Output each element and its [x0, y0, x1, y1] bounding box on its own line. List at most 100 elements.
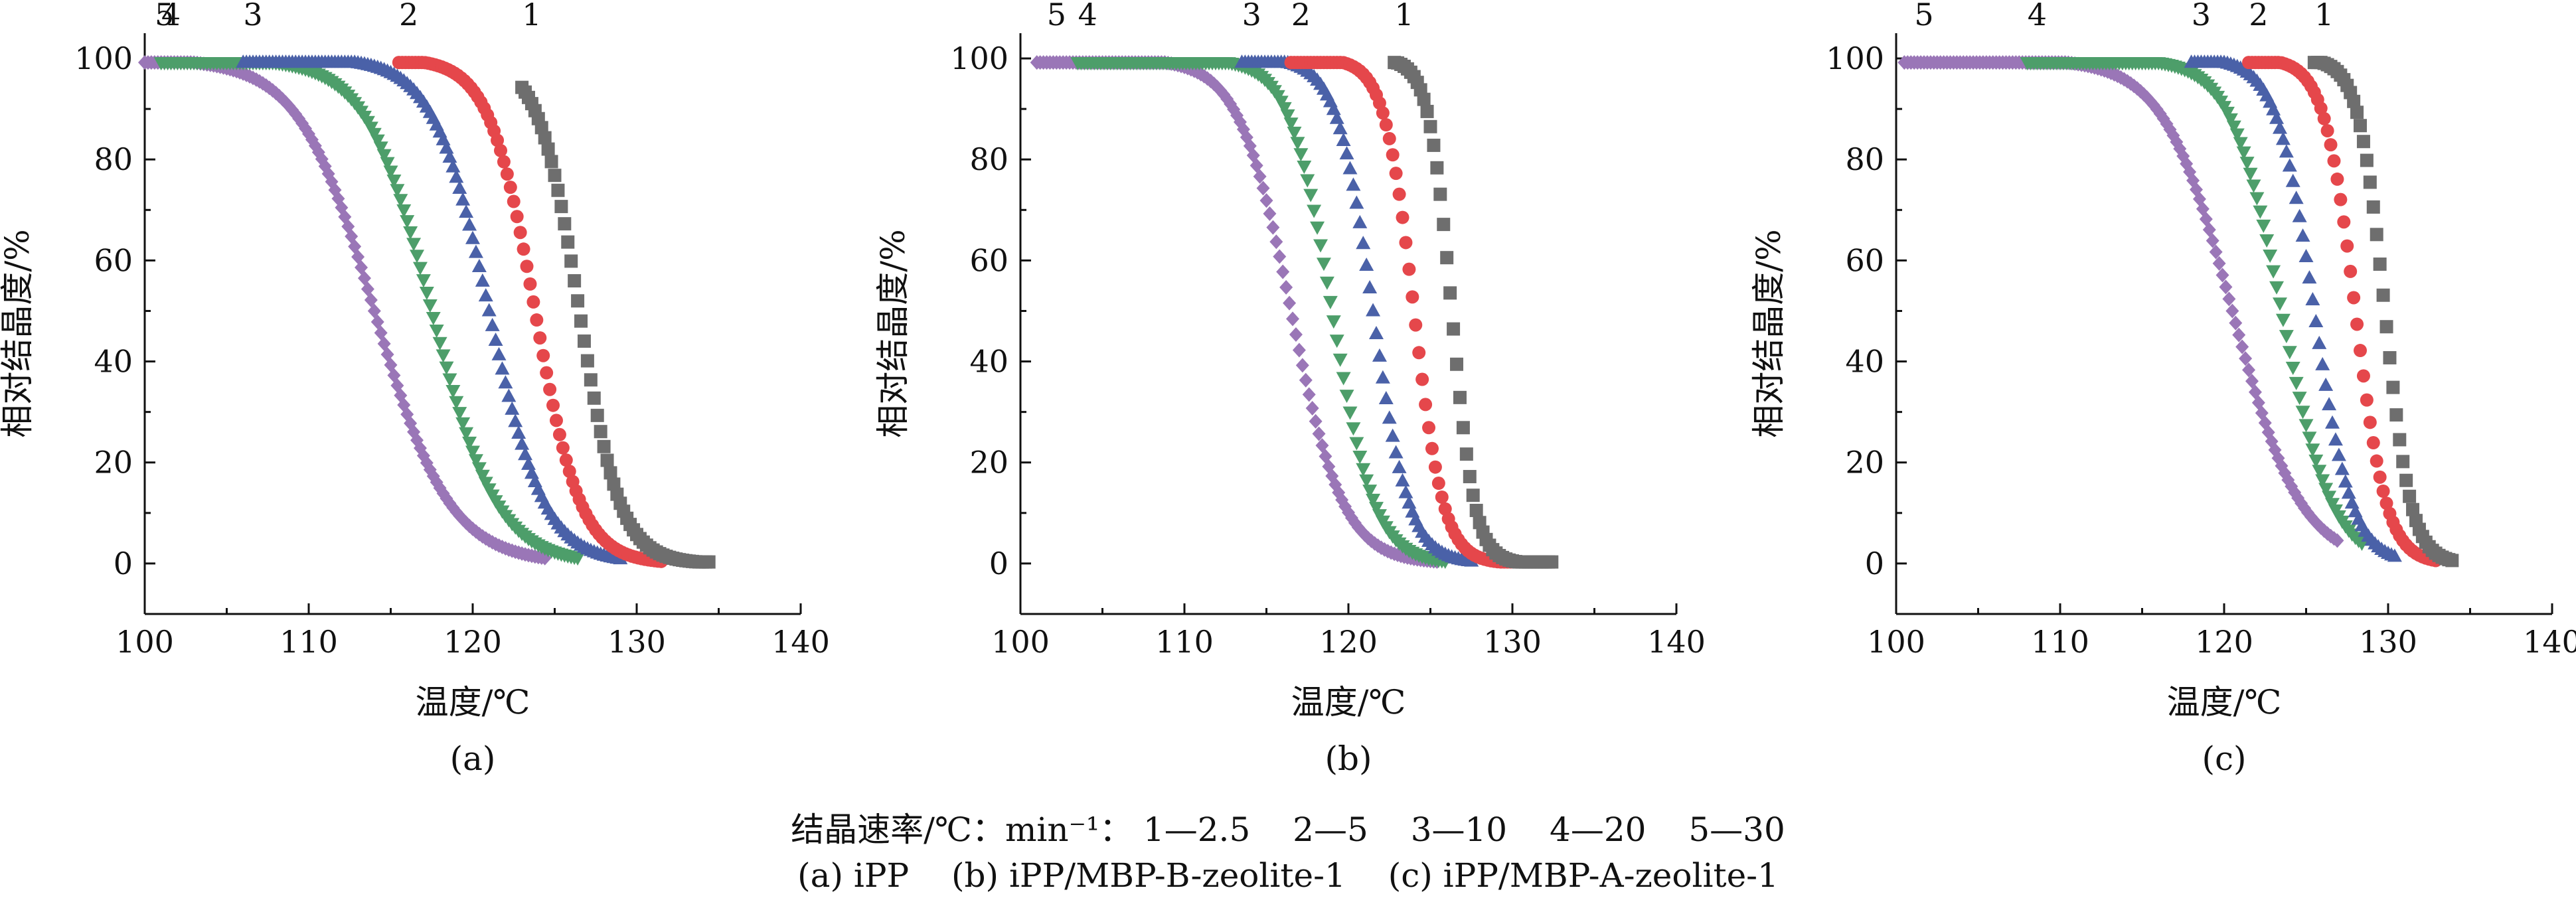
data-point — [471, 462, 487, 476]
data-point — [361, 281, 374, 297]
data-point — [1388, 445, 1404, 459]
data-point — [1435, 490, 1449, 504]
data-point — [1417, 92, 1431, 106]
data-point — [1382, 131, 1396, 145]
data-point — [536, 348, 550, 362]
data-point — [526, 295, 540, 309]
data-point — [564, 254, 578, 268]
panel-label: (a) — [450, 739, 496, 778]
data-point — [2315, 474, 2330, 488]
data-point — [2314, 102, 2328, 115]
data-point — [2305, 291, 2320, 305]
data-point — [2320, 123, 2334, 137]
data-point — [452, 180, 467, 194]
chart-panel-a: 100 110 120 130 140 0 20 40 60 80 100 温度/℃ 相对结晶度/% (a… — [0, 0, 830, 778]
data-point — [1342, 161, 1358, 175]
data-point — [497, 155, 511, 169]
data-point — [2327, 154, 2341, 168]
data-point — [403, 226, 418, 240]
data-point — [1319, 276, 1334, 290]
data-point — [2379, 496, 2393, 510]
data-point — [2239, 351, 2253, 366]
x-tick-label: 120 — [443, 624, 502, 660]
data-point — [2236, 146, 2251, 160]
data-point — [2322, 491, 2337, 504]
data-point — [1399, 236, 1413, 250]
data-point — [1427, 138, 1441, 152]
data-point — [1312, 426, 1326, 441]
rate-legend-entry: 1—2.5 — [1143, 810, 1251, 849]
y-tick-label: 100 — [74, 40, 133, 76]
data-point — [442, 373, 457, 387]
data-point — [1453, 390, 1467, 404]
data-point — [2445, 554, 2459, 568]
x-axis-title: 温度/℃ — [416, 683, 530, 722]
data-point — [561, 235, 575, 249]
data-point — [1359, 258, 1374, 271]
data-point — [1422, 421, 1436, 435]
data-point — [2340, 239, 2354, 253]
data-point — [1469, 504, 1483, 518]
data-point — [328, 183, 342, 198]
data-point — [383, 165, 398, 179]
data-point — [590, 408, 604, 422]
data-point — [2242, 362, 2256, 378]
x-tick-label: 140 — [2523, 624, 2576, 660]
data-point — [370, 315, 384, 330]
data-point — [1415, 372, 1429, 386]
data-point — [1263, 206, 1277, 221]
data-point — [1316, 258, 1331, 271]
data-point — [2383, 350, 2397, 364]
data-point — [1339, 390, 1354, 404]
x-tick-label: 110 — [2031, 624, 2089, 660]
data-point — [2376, 485, 2390, 498]
curve-label-5: 5 — [1047, 0, 1066, 33]
data-point — [380, 157, 395, 171]
chart-panel-b: 100 110 120 130 140 0 20 40 60 80 100 温度/℃ 相对结晶度/% (b… — [874, 0, 1706, 778]
data-point — [584, 373, 598, 387]
data-point — [370, 134, 385, 148]
data-point — [1379, 117, 1393, 131]
data-point — [530, 313, 544, 327]
data-point — [1310, 221, 1325, 235]
data-point — [1273, 249, 1287, 264]
curve-label-3: 3 — [1242, 0, 1261, 33]
data-point — [2373, 470, 2387, 484]
data-point — [455, 192, 471, 206]
data-point — [2396, 455, 2410, 469]
data-point — [2272, 297, 2287, 311]
series-1 — [515, 80, 716, 569]
data-point — [1342, 406, 1358, 420]
data-point — [1351, 520, 1365, 535]
data-point — [2328, 432, 2343, 446]
data-point — [2222, 291, 2236, 307]
data-point — [376, 149, 392, 163]
data-point — [570, 552, 586, 566]
data-point — [2356, 369, 2370, 383]
series-5 — [1030, 55, 1444, 570]
data-point — [1286, 311, 1300, 327]
data-point — [562, 465, 576, 479]
data-point — [439, 361, 454, 375]
y-tick-label: 0 — [989, 546, 1008, 581]
data-point — [2341, 485, 2356, 499]
data-point — [1375, 370, 1390, 384]
data-point — [554, 200, 568, 214]
rate-legend-entry: 5—30 — [1688, 810, 1785, 849]
data-point — [559, 453, 573, 467]
data-point — [386, 175, 402, 189]
x-tick-label: 100 — [991, 624, 1050, 660]
data-point — [597, 439, 611, 453]
data-point — [594, 425, 607, 439]
data-point — [523, 277, 537, 291]
data-point — [2256, 219, 2271, 233]
data-point — [1283, 117, 1299, 131]
data-point — [1459, 447, 1473, 461]
y-tick-label: 20 — [1845, 445, 1884, 481]
data-point — [543, 382, 557, 396]
data-point — [1266, 220, 1280, 235]
y-tick-label: 20 — [94, 445, 133, 481]
data-point — [2269, 110, 2285, 124]
data-point — [2322, 397, 2337, 411]
